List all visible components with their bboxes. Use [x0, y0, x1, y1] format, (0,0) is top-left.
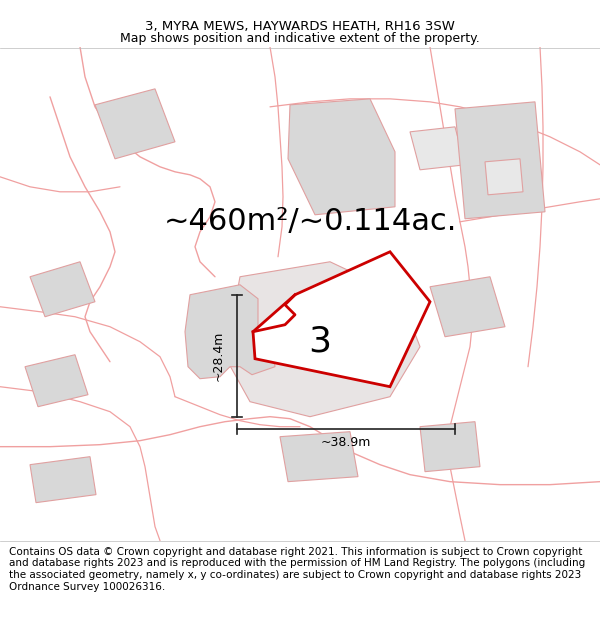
Text: Contains OS data © Crown copyright and database right 2021. This information is : Contains OS data © Crown copyright and d…	[9, 547, 585, 592]
Text: ~460m²/~0.114ac.: ~460m²/~0.114ac.	[163, 208, 457, 236]
Polygon shape	[95, 89, 175, 159]
Text: Map shows position and indicative extent of the property.: Map shows position and indicative extent…	[120, 32, 480, 45]
Text: 3: 3	[308, 325, 331, 359]
Polygon shape	[410, 127, 465, 170]
Polygon shape	[30, 457, 96, 503]
Polygon shape	[455, 102, 545, 219]
Polygon shape	[253, 252, 430, 387]
Text: ~38.9m: ~38.9m	[321, 436, 371, 449]
Text: 3, MYRA MEWS, HAYWARDS HEATH, RH16 3SW: 3, MYRA MEWS, HAYWARDS HEATH, RH16 3SW	[145, 20, 455, 32]
Polygon shape	[185, 285, 275, 379]
Polygon shape	[288, 99, 395, 215]
Polygon shape	[485, 159, 523, 195]
Polygon shape	[30, 262, 95, 317]
Polygon shape	[25, 355, 88, 407]
Text: ~28.4m: ~28.4m	[212, 331, 225, 381]
Polygon shape	[430, 277, 505, 337]
Polygon shape	[280, 432, 358, 482]
Polygon shape	[225, 262, 420, 417]
Polygon shape	[420, 422, 480, 472]
